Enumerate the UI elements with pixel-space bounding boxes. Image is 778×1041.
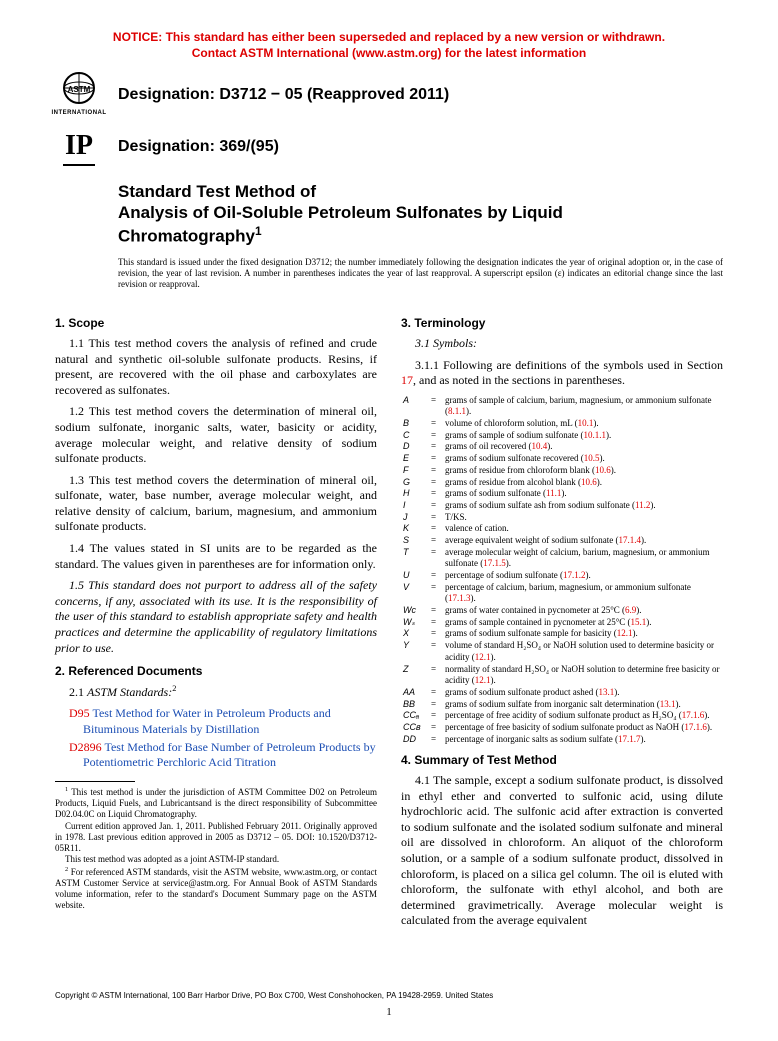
ip-logo: IP: [55, 123, 103, 171]
page: NOTICE: This standard has either been su…: [0, 0, 778, 1041]
ip-header-row: IP Designation: 369/(95): [55, 123, 723, 171]
symbol-row: X=grams of sodium sulfonate sample for b…: [401, 628, 723, 640]
refdocs-heading: 2. Referenced Documents: [55, 664, 377, 680]
summary-4-1: 4.1 The sample, except a sodium sulfonat…: [401, 773, 723, 929]
standard-title: Standard Test Method of Analysis of Oil-…: [118, 181, 723, 246]
astm-intl-label: INTERNATIONAL: [51, 110, 106, 118]
symbol-row: B=volume of chloroform solution, mL (10.…: [401, 418, 723, 430]
symbol-row: CCₐ=percentage of free acidity of sodium…: [401, 710, 723, 722]
symbol-row: H=grams of sodium sulfonate (11.1).: [401, 488, 723, 500]
left-column: 1. Scope 1.1 This test method covers the…: [55, 308, 377, 935]
title-block: Standard Test Method of Analysis of Oil-…: [118, 181, 723, 290]
symbols-table: A=grams of sample of calcium, barium, ma…: [401, 395, 723, 746]
symbol-row: Y=volume of standard H₂SO₄ or NaOH solut…: [401, 640, 723, 663]
notice-line-1: NOTICE: This standard has either been su…: [55, 30, 723, 46]
notice-line-2: Contact ASTM International (www.astm.org…: [55, 46, 723, 62]
symbol-row: T=average molecular weight of calcium, b…: [401, 547, 723, 570]
footnote-2: 2 For referenced ASTM standards, visit t…: [55, 866, 377, 912]
content-columns: 1. Scope 1.1 This test method covers the…: [55, 308, 723, 935]
footnote-1c: This test method was adopted as a joint …: [55, 854, 377, 865]
ref-d95[interactable]: D95 Test Method for Water in Petroleum P…: [55, 706, 377, 737]
scope-1-4: 1.4 The values stated in SI units are to…: [55, 541, 377, 572]
symbol-row: F=grams of residue from chloroform blank…: [401, 465, 723, 477]
astm-logo: ASTM INTERNATIONAL: [55, 71, 103, 119]
symbol-row: S=average equivalent weight of sodium su…: [401, 535, 723, 547]
symbol-row: CCʙ=percentage of free basicity of sodiu…: [401, 722, 723, 734]
scope-1-2: 1.2 This test method covers the determin…: [55, 404, 377, 466]
symbol-row: E=grams of sodium sulfonate recovered (1…: [401, 453, 723, 465]
copyright: Copyright © ASTM International, 100 Barr…: [55, 991, 723, 1001]
designation-primary: Designation: D3712 − 05 (Reapproved 2011…: [118, 85, 449, 106]
footnote-1: 1 This test method is under the jurisdic…: [55, 786, 377, 821]
designation-secondary: Designation: 369/(95): [118, 137, 279, 158]
symbol-row: I=grams of sodium sulfate ash from sodiu…: [401, 500, 723, 512]
astm-standards-label: 2.1 ASTM Standards:2: [55, 684, 377, 701]
page-number: 1: [0, 1005, 778, 1019]
symbol-row: G=grams of residue from alcohol blank (1…: [401, 477, 723, 489]
scope-heading: 1. Scope: [55, 316, 377, 332]
summary-heading: 4. Summary of Test Method: [401, 753, 723, 769]
symbol-row: Wᴄ=grams of water contained in pycnomete…: [401, 605, 723, 617]
symbol-row: K=valence of cation.: [401, 523, 723, 535]
symbol-row: Z=normality of standard H₂SO₄ or NaOH so…: [401, 664, 723, 687]
symbol-row: DD=percentage of inorganic salts as sodi…: [401, 734, 723, 746]
symbol-row: J=T/KS.: [401, 512, 723, 524]
symbol-row: C=grams of sample of sodium sulfonate (1…: [401, 430, 723, 442]
symbol-row: V=percentage of calcium, barium, magnesi…: [401, 582, 723, 605]
scope-1-5: 1.5 This standard does not purport to ad…: [55, 578, 377, 656]
footnote-rule: [55, 781, 135, 782]
issuance-note: This standard is issued under the fixed …: [118, 257, 723, 291]
scope-1-1: 1.1 This test method covers the analysis…: [55, 336, 377, 398]
notice-banner: NOTICE: This standard has either been su…: [55, 30, 723, 61]
symbol-row: BB=grams of sodium sulfate from inorgani…: [401, 699, 723, 711]
right-column: 3. Terminology 3.1 Symbols: 3.1.1 Follow…: [401, 308, 723, 935]
astm-header-row: ASTM INTERNATIONAL Designation: D3712 − …: [55, 71, 723, 119]
symbol-row: U=percentage of sodium sulfonate (17.1.2…: [401, 570, 723, 582]
ref-d2896[interactable]: D2896 Test Method for Base Number of Pet…: [55, 740, 377, 771]
scope-1-3: 1.3 This test method covers the determin…: [55, 473, 377, 535]
symbols-subhead: 3.1 Symbols:: [401, 336, 723, 352]
symbol-row: AA=grams of sodium sulfonate product ash…: [401, 687, 723, 699]
symbol-row: A=grams of sample of calcium, barium, ma…: [401, 395, 723, 418]
terminology-heading: 3. Terminology: [401, 316, 723, 332]
symbol-row: Wₛ=grams of sample contained in pycnomet…: [401, 617, 723, 629]
symbols-intro: 3.1.1 Following are definitions of the s…: [401, 358, 723, 389]
symbol-row: D=grams of oil recovered (10.4).: [401, 441, 723, 453]
svg-text:ASTM: ASTM: [68, 85, 91, 94]
footnote-1b: Current edition approved Jan. 1, 2011. P…: [55, 821, 377, 855]
